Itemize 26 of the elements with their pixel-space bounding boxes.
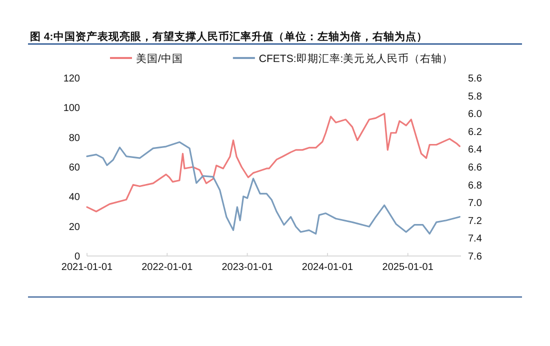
y2-tick-label: 5.8 bbox=[468, 91, 482, 102]
x-tick-label: 2023-01-01 bbox=[222, 262, 274, 273]
chart-title: 图 4:中国资产表现亮眼，有望支撑人民币汇率升值（单位：左轴为倍，右轴为点） bbox=[30, 30, 428, 43]
y-tick-label: 100 bbox=[63, 103, 80, 114]
y2-tick-label: 7.2 bbox=[468, 216, 482, 227]
y2-tick-label: 6.2 bbox=[468, 126, 482, 138]
x-tick-label: 2021-01-01 bbox=[61, 262, 114, 273]
y2-tick-label: 6.0 bbox=[468, 109, 482, 120]
x-tick-label: 2022-01-01 bbox=[142, 262, 194, 273]
legend-label: 美国/中国 bbox=[136, 52, 183, 65]
y-tick-label: 120 bbox=[63, 74, 80, 84]
y2-tick-label: 6.8 bbox=[468, 180, 482, 192]
legend-label: CFETS:即期汇率:美元兑人民币（右轴） bbox=[258, 52, 454, 65]
y2-tick-label: 7.0 bbox=[468, 198, 482, 210]
y-tick-label: 80 bbox=[68, 132, 80, 144]
y-tick-label: 60 bbox=[68, 162, 80, 174]
y2-tick-label: 7.6 bbox=[468, 252, 482, 262]
x-tick-label: 2025-01-01 bbox=[382, 262, 434, 273]
y2-tick-label: 7.4 bbox=[468, 234, 482, 245]
y2-tick-label: 6.4 bbox=[468, 144, 482, 156]
y-tick-label: 40 bbox=[68, 192, 80, 204]
y-tick-label: 0 bbox=[74, 252, 80, 262]
y2-tick-label: 5.6 bbox=[468, 74, 482, 84]
y2-tick-label: 6.6 bbox=[468, 162, 482, 174]
y-tick-label: 20 bbox=[68, 222, 80, 233]
x-tick-label: 2024-01-01 bbox=[302, 262, 354, 273]
